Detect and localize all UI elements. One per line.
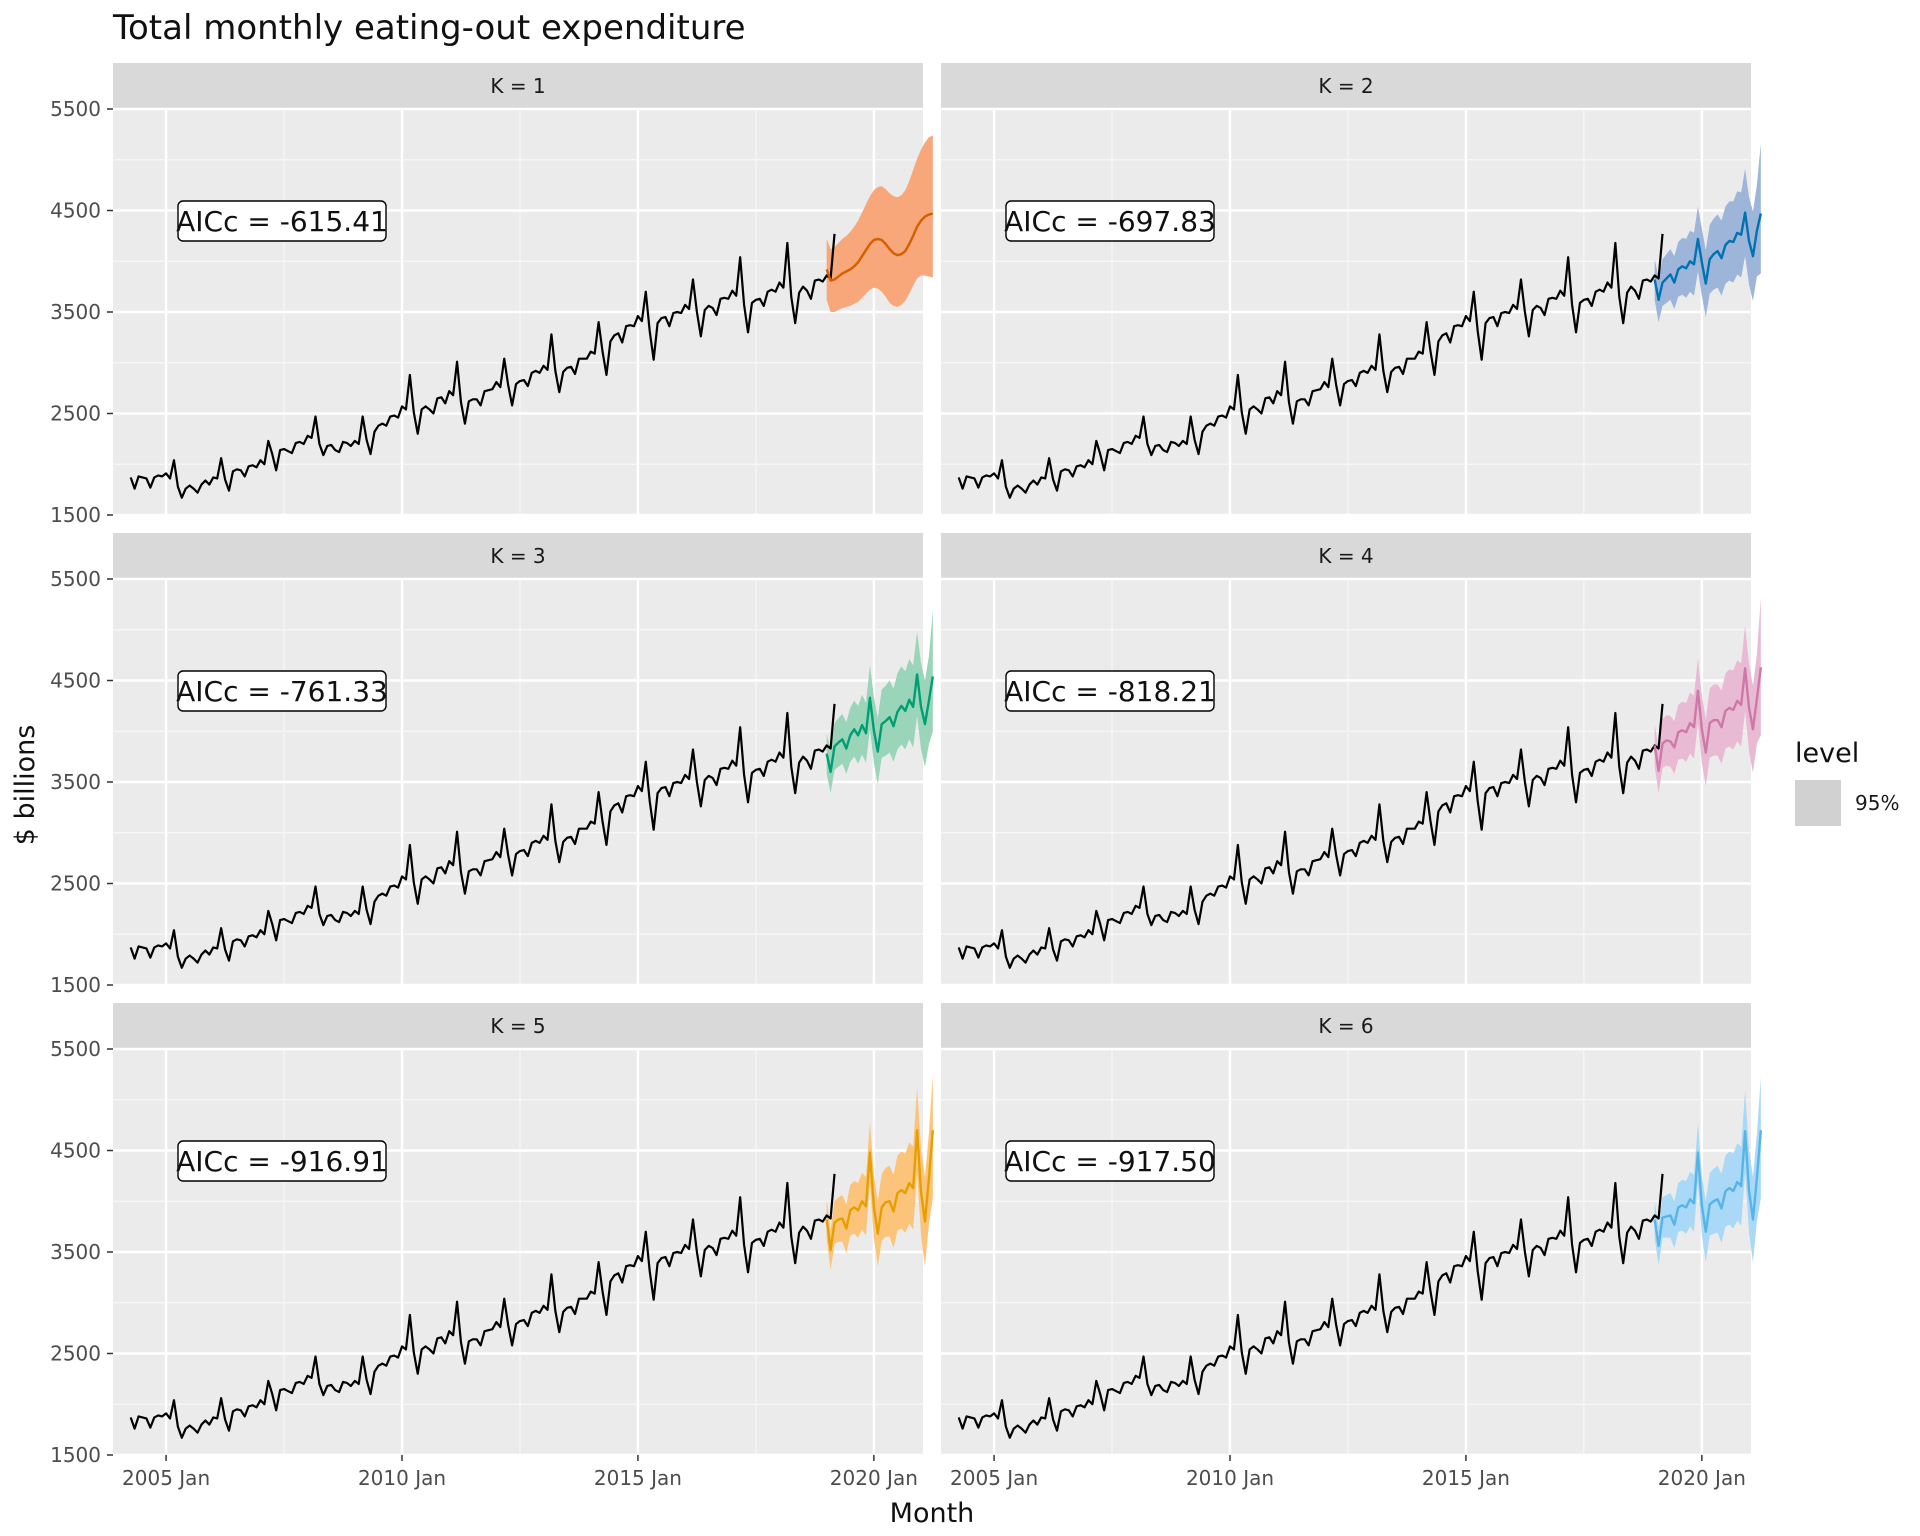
y-tick-label: 2500 [50,1342,101,1366]
aicc-label-box [177,200,387,242]
aicc-label-box [1005,200,1215,242]
aicc-label-box [177,670,387,712]
y-tick-label: 5500 [50,97,101,121]
y-tick-label: 4500 [50,1139,101,1163]
y-tick-label: 1500 [50,503,101,527]
y-tick-label: 5500 [50,1037,101,1061]
aicc-label: AICc = -761.33 [176,675,388,708]
x-tick-label: 2020 Jan [830,1466,918,1490]
y-axis-title: $ billions [10,725,41,846]
strip-label: K = 3 [490,544,545,568]
history-line [957,1173,1664,1439]
y-tick-label: 4500 [50,669,101,693]
legend-title: level [1795,738,1859,769]
y-tick-label: 3500 [50,770,101,794]
aicc-label-box [1005,1140,1215,1182]
forecast-interval-95 [1654,598,1761,794]
aicc-label: AICc = -916.91 [176,1145,388,1178]
aicc-label: AICc = -697.83 [1004,205,1216,238]
forecast-mean-line [1653,1130,1763,1248]
panel-6: K = 6 2005 Jan 2010 Jan 2015 Jan 2020 Jan AIC… [941,1003,1763,1490]
x-tick-label: 2020 Jan [1658,1466,1746,1490]
x-tick-label: 2005 Jan [122,1466,210,1490]
x-tick-label: 2010 Jan [1186,1466,1274,1490]
forecast-interval-95 [826,1075,933,1271]
strip-label: K = 2 [1318,74,1373,98]
strip-label: K = 6 [1318,1014,1373,1038]
x-tick-label: 2015 Jan [1422,1466,1510,1490]
history-line [957,233,1664,499]
strip-background [941,63,1751,109]
history-line [957,703,1664,969]
panel-3: K = 3 1500 2500 3500 4500 5500 AICc = -761.33 [50,533,935,997]
strip-background [113,1003,923,1049]
forecast-mean-line [825,1128,935,1252]
y-tick-label: 3500 [50,1240,101,1264]
strip-label: K = 1 [490,74,545,98]
aicc-label: AICc = -818.21 [1004,675,1216,708]
x-tick-label: 2010 Jan [358,1466,446,1490]
aicc-label-box [177,1140,387,1182]
forecast-interval-95 [826,610,933,794]
strip-label: K = 4 [1318,544,1373,568]
forecast-mean-line [825,673,935,774]
forecast-interval-95 [1654,1077,1761,1266]
x-tick-label: 2015 Jan [594,1466,682,1490]
strip-background [941,1003,1751,1049]
forecast-interval-95 [1654,143,1761,323]
panel-4: K = 4 AICc = -818.21 [941,533,1763,987]
chart-title: Total monthly eating-out expenditure [112,8,746,48]
y-tick-label: 2500 [50,402,101,426]
panel-1: K = 1 1500 2500 3500 4500 5500 AICc = -615.41 [50,63,934,527]
history-line [129,703,836,969]
legend-label-95: 95% [1855,791,1899,815]
strip-background [113,533,923,579]
panel-2: K = 2 AICc = -697.83 [941,63,1763,517]
legend-key-95 [1795,780,1841,826]
strip-background [113,63,923,109]
forecast-mean-line [825,212,934,282]
forecast-mean-line [1653,211,1763,302]
y-tick-label: 4500 [50,199,101,223]
aicc-label-box [1005,670,1215,712]
legend: level 95% [1795,738,1899,826]
aicc-label: AICc = -615.41 [176,205,388,238]
y-tick-label: 5500 [50,567,101,591]
forecast-mean-line [1653,667,1763,773]
y-tick-label: 1500 [50,1443,101,1467]
history-line [129,233,836,499]
strip-label: K = 5 [490,1014,545,1038]
y-tick-label: 3500 [50,300,101,324]
x-axis-title: Month [890,1498,975,1529]
strip-background [941,533,1751,579]
y-tick-label: 1500 [50,973,101,997]
x-tick-label: 2005 Jan [950,1466,1038,1490]
history-line [129,1173,836,1439]
panel-5: K = 5 1500 2500 3500 4500 5500 2005 Jan 2010 Ja… [50,1003,935,1490]
aicc-label: AICc = -917.50 [1004,1145,1216,1178]
y-tick-label: 2500 [50,872,101,896]
